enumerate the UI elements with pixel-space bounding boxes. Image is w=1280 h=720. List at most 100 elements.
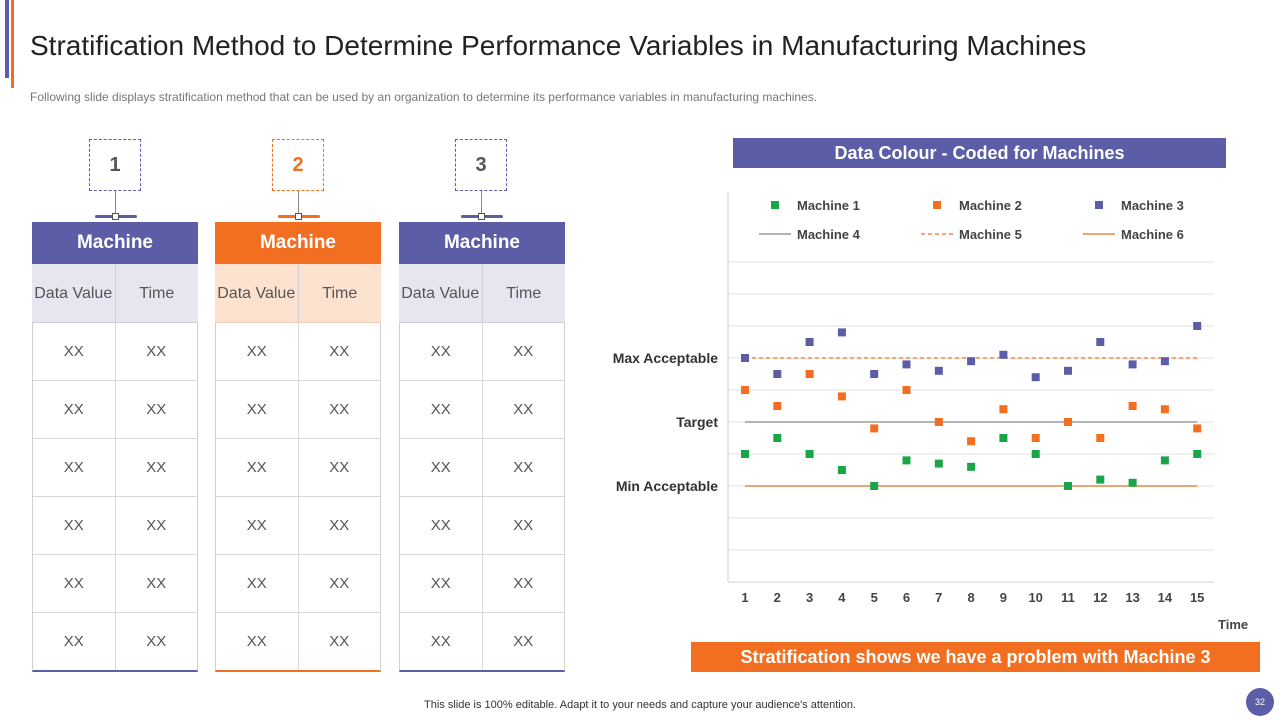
page-title: Stratification Method to Determine Perfo… <box>30 30 1087 61</box>
machine-table-2: Machine Data Value Time XX XX XX XX XX XX X… <box>215 222 381 672</box>
legend-swatch <box>933 201 941 209</box>
data-point-machine-2 <box>1160 405 1169 414</box>
table-row: XX XX <box>33 439 197 497</box>
table-header: Machine <box>32 222 198 264</box>
legend-swatch <box>771 201 779 209</box>
data-point-machine-1 <box>837 466 846 474</box>
cell: XX <box>216 497 299 554</box>
data-point-machine-2 <box>999 405 1008 414</box>
data-point-machine-2 <box>773 402 782 410</box>
data-point-machine-2 <box>870 424 879 433</box>
cell: XX <box>513 633 534 650</box>
cell: XX <box>329 517 350 534</box>
data-point-machine-3 <box>870 370 879 378</box>
table-row: XX XX <box>216 555 380 613</box>
page-subtitle: Following slide displays stratification … <box>30 90 818 104</box>
cell: XX <box>33 381 116 438</box>
data-point-machine-3 <box>1128 360 1137 369</box>
data-point-machine-3 <box>902 360 911 369</box>
cell: XX <box>146 517 167 534</box>
data-point-machine-2 <box>934 418 943 426</box>
legend-swatch <box>1095 201 1103 209</box>
table-row: XX XX <box>400 439 564 497</box>
cell: XX <box>329 401 350 418</box>
cell: XX <box>216 439 299 496</box>
machine-table-1: Machine Data Value Time XX XX XX XX XX XX X… <box>32 222 198 672</box>
data-point-machine-1 <box>902 456 911 465</box>
cell: XX <box>400 613 483 670</box>
data-point-machine-1 <box>1128 478 1137 487</box>
cell: XX <box>329 633 350 650</box>
table-row: XX XX <box>33 613 197 670</box>
connector-knob <box>295 213 302 220</box>
data-point-machine-3 <box>773 370 782 378</box>
x-tick-label: 8 <box>967 590 974 605</box>
legend-label: Machine 6 <box>1121 227 1184 242</box>
data-point-machine-1 <box>741 450 749 458</box>
data-point-machine-1 <box>999 434 1008 442</box>
data-point-machine-1 <box>967 462 976 471</box>
footnote: This slide is 100% editable. Adapt it to… <box>424 699 856 711</box>
x-tick-label: 5 <box>871 590 878 605</box>
data-point-machine-2 <box>805 370 814 378</box>
cell: XX <box>513 575 534 592</box>
legend-label: Machine 2 <box>959 198 1022 213</box>
col-data-value: Data Value <box>32 264 116 322</box>
data-point-machine-2 <box>1128 402 1137 410</box>
number-box-2: 2 <box>272 139 324 191</box>
x-tick-label: 12 <box>1093 590 1107 605</box>
x-axis-title: Time <box>1218 617 1249 632</box>
cell: XX <box>513 401 534 418</box>
connector-line <box>115 191 116 215</box>
x-tick-label: 15 <box>1190 590 1204 605</box>
data-point-machine-1 <box>1096 475 1105 484</box>
x-tick-label: 9 <box>1000 590 1007 605</box>
x-tick-label: 14 <box>1158 590 1173 605</box>
machine-table-3: Machine Data Value Time XX XX XX XX XX XX X… <box>399 222 565 672</box>
data-point-machine-3 <box>1096 338 1105 346</box>
data-point-machine-1 <box>1193 450 1202 458</box>
cell: XX <box>216 613 299 670</box>
cell: XX <box>33 497 116 554</box>
x-tick-label: 6 <box>903 590 910 605</box>
col-time: Time <box>506 284 542 302</box>
data-point-machine-2 <box>1096 434 1105 442</box>
x-tick-label: 10 <box>1028 590 1042 605</box>
table-body: XX XX XX XX XX XX XX XX XX XX XX XX <box>215 323 381 672</box>
reference-label: Target <box>676 414 718 430</box>
table-row: XX XX <box>400 555 564 613</box>
cell: XX <box>513 343 534 360</box>
table-row: XX XX <box>216 323 380 381</box>
data-point-machine-1 <box>1160 456 1169 465</box>
cell: XX <box>329 343 350 360</box>
table-subheader: Data Value Time <box>32 264 198 323</box>
data-point-machine-2 <box>967 437 976 446</box>
connector-knob <box>112 213 119 220</box>
cell: XX <box>33 439 116 496</box>
legend-label: Machine 4 <box>797 227 861 242</box>
table-row: XX XX <box>400 613 564 670</box>
page-number: 32 <box>1246 688 1274 716</box>
x-tick-label: 11 <box>1061 590 1075 605</box>
table-subheader: Data Value Time <box>215 264 381 323</box>
cell: XX <box>513 459 534 476</box>
data-point-machine-2 <box>741 386 749 394</box>
data-point-machine-3 <box>805 338 814 346</box>
data-point-machine-2 <box>1064 418 1072 426</box>
reference-label: Max Acceptable <box>613 350 719 366</box>
cell: XX <box>33 613 116 670</box>
col-time: Time <box>322 284 358 302</box>
connector-knob <box>478 213 485 220</box>
table-header: Machine <box>399 222 565 264</box>
cell: XX <box>400 555 483 612</box>
table-row: XX XX <box>216 439 380 497</box>
table-row: XX XX <box>33 323 197 381</box>
table-row: XX XX <box>33 381 197 439</box>
table-body: XX XX XX XX XX XX XX XX XX XX XX XX <box>32 323 198 672</box>
connector-line <box>298 191 299 215</box>
table-row: XX XX <box>400 323 564 381</box>
cell: XX <box>33 555 116 612</box>
table-body: XX XX XX XX XX XX XX XX XX XX XX XX <box>399 323 565 672</box>
data-point-machine-1 <box>805 450 814 458</box>
data-point-machine-3 <box>1193 322 1202 330</box>
